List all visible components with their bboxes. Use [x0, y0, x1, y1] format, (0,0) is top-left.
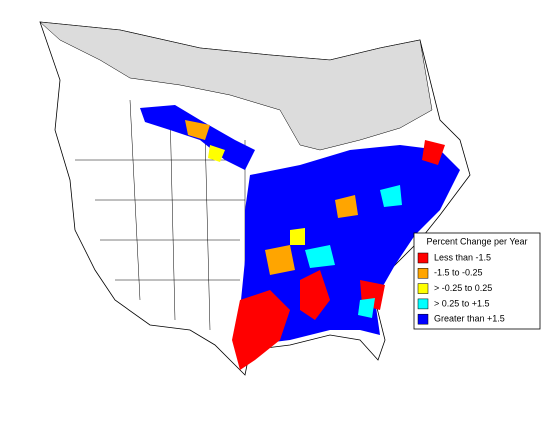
- boundaries: [75, 99, 250, 350]
- legend-box: [413, 232, 541, 330]
- legend-label: Greater than +1.5: [434, 314, 505, 324]
- legend-label: Less than -1.5: [434, 252, 491, 262]
- legend-label: > 0.25 to +1.5: [434, 298, 490, 308]
- legend-title: Percent Change per Year: [426, 236, 527, 246]
- legend-label: -1.5 to -0.25: [434, 268, 483, 278]
- legend-swatch: [417, 268, 429, 279]
- legend: Percent Change per Year Less than -1.5 -1…: [413, 232, 541, 330]
- legend-swatch: [417, 298, 429, 310]
- unsurveyed-region: [39, 21, 433, 151]
- legend-swatch: [417, 313, 429, 325]
- legend-swatch: [417, 252, 429, 264]
- legend-swatch: [417, 283, 429, 294]
- change-patches: [140, 105, 460, 370]
- legend-label: > -0.25 to 0.25: [434, 283, 492, 293]
